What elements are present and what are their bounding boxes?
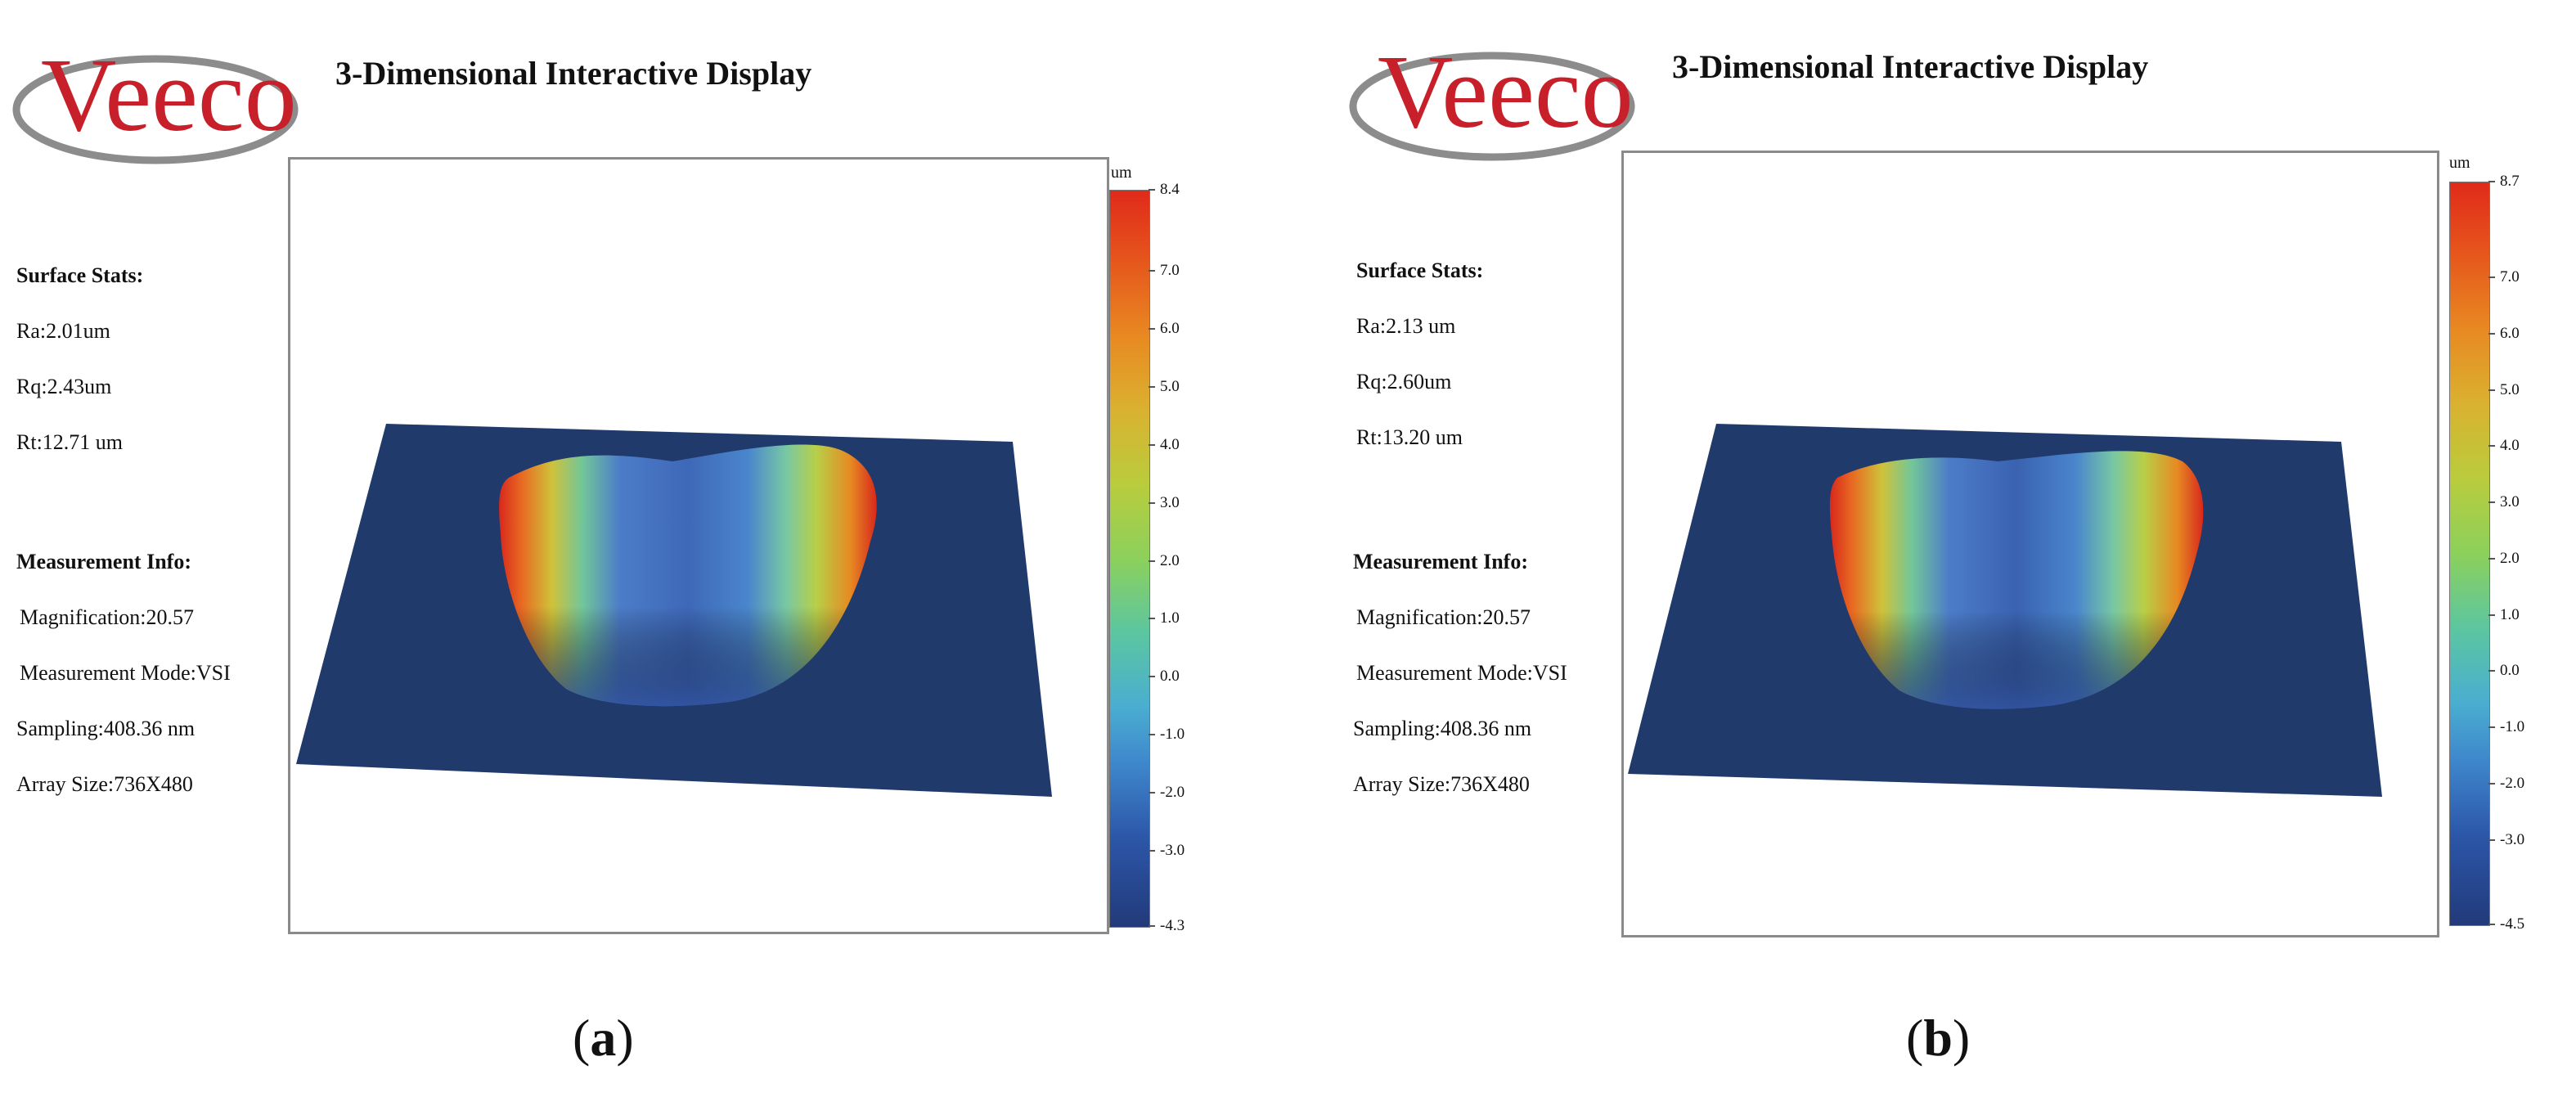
surface-stats: Surface Stats: Ra:2.01um Rq:2.43um Rt:12…	[16, 265, 143, 453]
panel-b: Veeco 3-Dimensional Interactive Display …	[1337, 0, 2576, 1097]
surface-stats-heading: Surface Stats:	[16, 263, 144, 287]
caption-open: (	[573, 1009, 591, 1067]
sampling-value: Sampling:408.36 nm	[16, 717, 196, 740]
colorbar-tick-label: 3.0	[1160, 493, 1180, 511]
colorbar-unit: um	[1111, 164, 1132, 182]
colorbar-tick-mark	[2488, 389, 2495, 391]
rq-value: Rq:2.43um	[16, 375, 112, 398]
surface-stats: Surface Stats: Ra:2.13 um Rq:2.60um Rt:1…	[1356, 260, 1483, 448]
colorbar-tick-mark	[2488, 726, 2495, 729]
colorbar-tick-mark	[2488, 445, 2495, 447]
colorbar-tick-label: 5.0	[2500, 380, 2520, 398]
colorbar-tick-mark	[1149, 676, 1155, 678]
colorbar-tick-mark	[2488, 501, 2495, 504]
colorbar-tick-mark	[1149, 328, 1155, 330]
colorbar-tick-label: 7.0	[2500, 268, 2520, 285]
colorbar-tick-label: 6.0	[2500, 324, 2520, 342]
colorbar-tick-mark	[1149, 385, 1155, 388]
rt-value: Rt:13.20 um	[1356, 425, 1463, 449]
colorbar-tick-label: 7.0	[1160, 262, 1180, 280]
measurement-info-heading: Measurement Info:	[16, 550, 191, 573]
colorbar-tick-label: -1.0	[1160, 726, 1185, 744]
app-title: 3-Dimensional Interactive Display	[335, 55, 812, 92]
colorbar-tick-label: 2.0	[2500, 549, 2520, 567]
svg-text:Veeco: Veeco	[1378, 34, 1634, 150]
colorbar-tick-label: -2.0	[1160, 784, 1185, 801]
colorbar-tick-label: 4.0	[1160, 435, 1180, 453]
measurement-info: Measurement Info: Magnification:20.57 Me…	[1353, 551, 1567, 795]
rt-value: Rt:12.71 um	[16, 430, 124, 454]
colorbar-tick-mark	[2488, 783, 2495, 785]
colorbar-tick-mark	[2488, 276, 2495, 278]
veeco-logo: Veeco	[12, 37, 299, 164]
colorbar-tick-mark	[1149, 618, 1155, 620]
measurement-mode-value: Measurement Mode:VSI	[20, 661, 231, 685]
figure-caption: (a)	[573, 1008, 634, 1068]
colorbar-tick-mark	[1149, 189, 1155, 191]
colorbar-tick-mark	[2488, 670, 2495, 672]
colorbar-tick-mark	[1149, 270, 1155, 272]
colorbar-tick-mark	[2488, 614, 2495, 616]
veeco-logo: Veeco	[1349, 34, 1635, 161]
panel-a: Veeco 3-Dimensional Interactive Display …	[12, 37, 1185, 1068]
colorbar-tick-mark	[2488, 557, 2495, 560]
ra-value: Ra:2.13 um	[1356, 314, 1456, 338]
magnification-value: Magnification:20.57	[1356, 605, 1531, 629]
app-title: 3-Dimensional Interactive Display	[1672, 48, 2149, 85]
colorbar-tick-label: -3.0	[2500, 830, 2525, 848]
colorbar	[1109, 190, 1150, 928]
figure-caption: (b)	[1906, 1008, 1970, 1068]
colorbar-tick-label: 5.0	[1160, 377, 1180, 395]
colorbar-tick-label: 2.0	[1160, 551, 1180, 569]
colorbar-tick-label: -3.0	[1160, 841, 1185, 859]
surface-stats-heading: Surface Stats:	[1356, 259, 1484, 282]
colorbar-tick-mark	[1149, 501, 1155, 504]
colorbar-tick-mark	[1149, 925, 1155, 927]
colorbar	[2449, 182, 2490, 926]
svg-text:Veeco: Veeco	[41, 37, 297, 153]
colorbar-tick-mark	[1149, 792, 1155, 794]
colorbar-tick-label: 8.7	[2500, 173, 2520, 190]
colorbar-tick-mark	[1149, 560, 1155, 562]
ra-value: Ra:2.01um	[16, 319, 110, 343]
measurement-info: Measurement Info: Magnification:20.57 Me…	[16, 551, 231, 795]
colorbar-tick-label: 0.0	[1160, 668, 1180, 686]
surface-3d-render[interactable]	[1621, 151, 2439, 937]
surface-3d-render[interactable]	[288, 157, 1109, 934]
measurement-info-heading: Measurement Info:	[1353, 550, 1528, 573]
colorbar-tick-label: -4.3	[1160, 917, 1185, 934]
magnification-value: Magnification:20.57	[20, 605, 195, 629]
rq-value: Rq:2.60um	[1356, 370, 1452, 393]
colorbar-tick-mark	[1149, 849, 1155, 852]
colorbar-tick-mark	[2488, 181, 2495, 182]
colorbar-tick-label: -4.5	[2500, 915, 2525, 933]
colorbar-tick-label: 3.0	[2500, 493, 2520, 511]
colorbar-tick-label: 8.4	[1160, 181, 1180, 198]
colorbar-tick-label: 4.0	[2500, 437, 2520, 455]
caption-letter: a	[590, 1009, 617, 1067]
colorbar-tick-mark	[2488, 838, 2495, 841]
colorbar-tick-mark	[1149, 443, 1155, 446]
colorbar-tick-label: -2.0	[2500, 775, 2525, 793]
colorbar-tick-label: 6.0	[1160, 320, 1180, 338]
array-size-value: Array Size:736X480	[1353, 772, 1530, 796]
colorbar-tick-label: -1.0	[2500, 718, 2525, 736]
colorbar-tick-mark	[1149, 734, 1155, 736]
measurement-mode-value: Measurement Mode:VSI	[1356, 661, 1567, 685]
caption-close: )	[616, 1009, 634, 1067]
sampling-value: Sampling:408.36 nm	[1353, 717, 1532, 740]
array-size-value: Array Size:736X480	[16, 772, 193, 796]
colorbar-tick-label: 1.0	[2500, 605, 2520, 623]
colorbar-tick-label: 1.0	[1160, 609, 1180, 627]
caption-open: (	[1906, 1009, 1924, 1067]
caption-close: )	[1952, 1009, 1971, 1067]
caption-letter: b	[1923, 1009, 1953, 1067]
colorbar-tick-mark	[2488, 332, 2495, 335]
colorbar-tick-label: 0.0	[2500, 662, 2520, 680]
colorbar-tick-mark	[2488, 924, 2495, 925]
colorbar-unit: um	[2449, 154, 2470, 172]
